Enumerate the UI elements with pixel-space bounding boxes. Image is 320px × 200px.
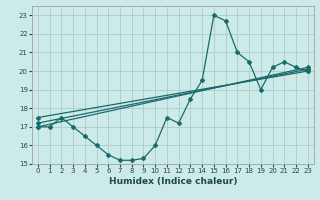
X-axis label: Humidex (Indice chaleur): Humidex (Indice chaleur) (108, 177, 237, 186)
